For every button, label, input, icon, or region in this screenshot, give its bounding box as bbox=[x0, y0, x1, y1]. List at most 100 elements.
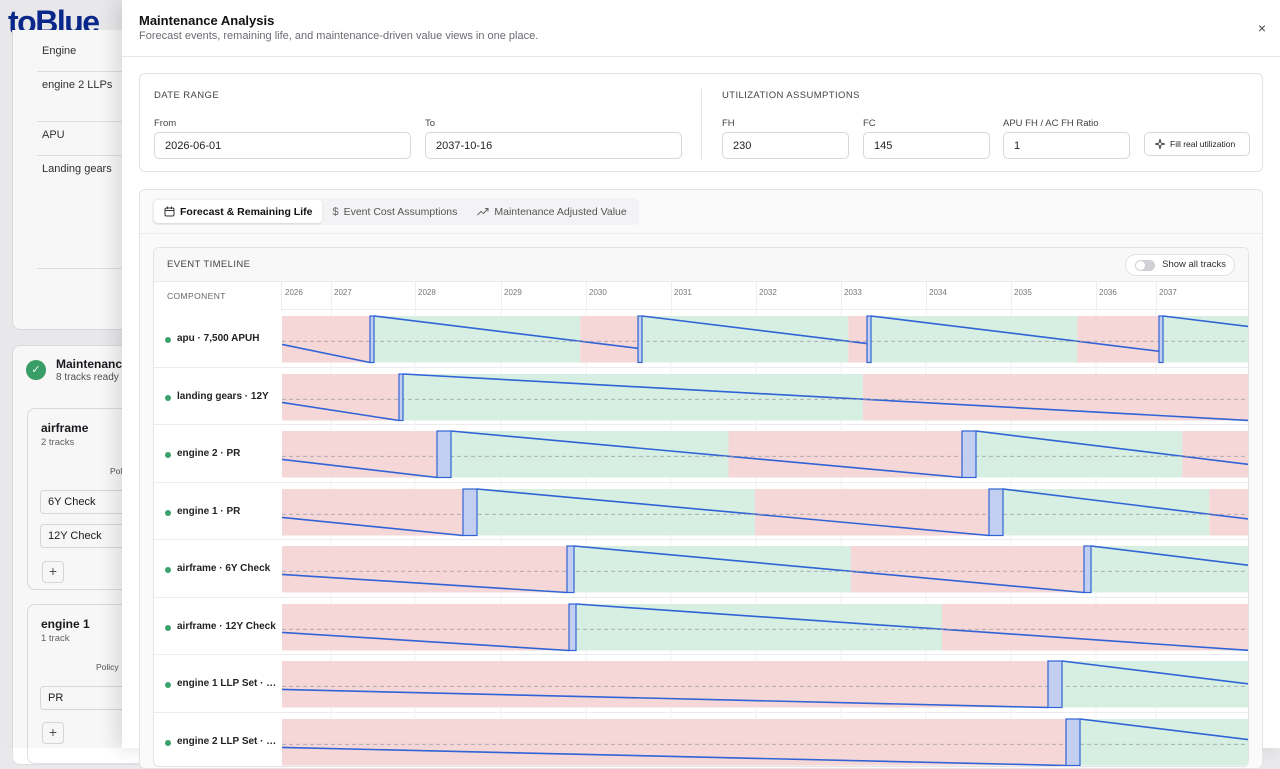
remaining-life-line bbox=[573, 545, 1085, 594]
tab-forecast[interactable]: Forecast & Remaining Life bbox=[154, 200, 323, 223]
track-label[interactable]: engine 1 LLP Set · LLP bbox=[154, 678, 282, 689]
maintenance-event-marker bbox=[988, 487, 1004, 536]
maintenance-event-marker bbox=[568, 602, 577, 651]
bg-components-card: Engine engine 2 LLPs APU Landing gears bbox=[12, 30, 142, 330]
event-timeline-heading: EVENT TIMELINE bbox=[167, 259, 251, 270]
remaining-life-line bbox=[402, 372, 1248, 421]
remaining-life-line bbox=[373, 315, 639, 350]
analysis-panel: Forecast & Remaining Life $ Event Cost A… bbox=[139, 189, 1263, 769]
remaining-life-line bbox=[1090, 545, 1248, 567]
analysis-tabs: Forecast & Remaining Life $ Event Cost A… bbox=[152, 198, 639, 225]
dialog-title: Maintenance Analysis bbox=[139, 13, 275, 28]
remaining-life-line bbox=[282, 401, 400, 421]
utilization-heading: UTILIZATION ASSUMPTIONS bbox=[722, 90, 860, 101]
track-label[interactable]: engine 1 · PR bbox=[154, 506, 282, 517]
year-tick-label: 2036 bbox=[1099, 288, 1117, 297]
fh-input[interactable]: 230 bbox=[722, 132, 849, 159]
maintenance-event-marker bbox=[398, 372, 404, 421]
remaining-life-line bbox=[282, 343, 371, 364]
track-label[interactable]: landing gears · 12Y bbox=[154, 391, 282, 402]
year-tick-label: 2026 bbox=[285, 288, 303, 297]
add-track-button[interactable]: + bbox=[42, 722, 64, 744]
track-lane bbox=[282, 655, 1248, 713]
maintenance-event-marker bbox=[637, 315, 643, 364]
year-tick-label: 2037 bbox=[1159, 288, 1177, 297]
track-lane bbox=[282, 310, 1248, 368]
apu-ratio-input[interactable]: 1 bbox=[1003, 132, 1130, 159]
remaining-life-line bbox=[450, 430, 963, 479]
year-tick-label: 2028 bbox=[418, 288, 436, 297]
status-sub: 8 tracks ready bbox=[56, 372, 119, 383]
dollar-icon: $ bbox=[332, 205, 339, 218]
dialog-header: Maintenance Analysis Forecast events, re… bbox=[122, 0, 1280, 57]
timeline-rows: apu · 7,500 APUH landing gears · 12Y engin… bbox=[154, 310, 1248, 766]
maintenance-event-marker bbox=[866, 315, 872, 364]
toggle-switch[interactable] bbox=[1135, 260, 1156, 271]
check-circle-icon: ✓ bbox=[26, 360, 46, 380]
fc-input[interactable]: 145 bbox=[863, 132, 990, 159]
from-date-input[interactable]: 2026-06-01 bbox=[154, 132, 411, 159]
status-dot bbox=[165, 567, 171, 573]
year-tick-label: 2032 bbox=[759, 288, 777, 297]
bg-row-apu: APU bbox=[42, 129, 65, 141]
status-dot bbox=[165, 682, 171, 688]
year-tick-label: 2029 bbox=[504, 288, 522, 297]
track-label[interactable]: airframe · 6Y Check bbox=[154, 563, 282, 574]
date-range-heading: DATE RANGE bbox=[154, 90, 220, 101]
remaining-life-line bbox=[1079, 717, 1248, 740]
tab-adjusted-value[interactable]: Maintenance Adjusted Value bbox=[467, 200, 636, 223]
component-column-header: COMPONENT bbox=[154, 282, 282, 310]
track-lane bbox=[282, 482, 1248, 540]
track-label[interactable]: engine 2 LLP Set · LLP bbox=[154, 736, 282, 747]
status-dot bbox=[165, 337, 171, 343]
maintenance-event-marker bbox=[1158, 315, 1164, 364]
tab-event-cost[interactable]: $ Event Cost Assumptions bbox=[332, 205, 458, 218]
track-lane bbox=[282, 597, 1248, 655]
add-track-button[interactable]: + bbox=[42, 561, 64, 583]
remaining-life-line bbox=[641, 315, 868, 345]
year-tick-label: 2030 bbox=[589, 288, 607, 297]
dialog-subtitle: Forecast events, remaining life, and mai… bbox=[139, 30, 539, 42]
maintenance-event-marker bbox=[1047, 660, 1063, 709]
remaining-life-line bbox=[282, 573, 568, 594]
status-dot bbox=[165, 452, 171, 458]
maintenance-event-marker bbox=[566, 545, 575, 594]
show-all-tracks-toggle[interactable]: Show all tracks bbox=[1125, 254, 1235, 276]
year-tick-label: 2031 bbox=[674, 288, 692, 297]
remaining-life-line bbox=[1061, 660, 1248, 685]
remaining-life-line bbox=[476, 487, 990, 536]
assumptions-panel: DATE RANGE From 2026-06-01 To 2037-10-16… bbox=[139, 73, 1263, 172]
trending-up-icon bbox=[477, 208, 489, 216]
maintenance-analysis-dialog: Maintenance Analysis Forecast events, re… bbox=[122, 0, 1280, 769]
status-dot bbox=[165, 509, 171, 516]
track-label[interactable]: airframe · 12Y Check bbox=[154, 621, 282, 632]
year-tick-label: 2027 bbox=[334, 288, 352, 297]
remaining-life-line bbox=[870, 315, 1160, 353]
year-tick-label: 2034 bbox=[929, 288, 947, 297]
sparkle-icon bbox=[1155, 139, 1165, 149]
status-title: Maintenanc bbox=[56, 357, 123, 371]
fill-real-utilization-button[interactable]: Fill real utilization bbox=[1144, 132, 1250, 156]
year-axis: 2026 2027 2028 2029 2030 2031 2032 2033 2034 2035… bbox=[282, 282, 1248, 310]
track-lane bbox=[282, 367, 1248, 425]
bg-row-landing-gears: Landing gears bbox=[42, 163, 112, 175]
remaining-life-line bbox=[975, 430, 1248, 466]
maintenance-event-marker bbox=[1083, 545, 1092, 594]
maintenance-event-marker bbox=[1065, 717, 1081, 766]
remaining-life-line bbox=[282, 688, 1049, 709]
track-label[interactable]: engine 2 · PR bbox=[154, 448, 282, 459]
status-dot bbox=[165, 739, 171, 746]
track-label[interactable]: apu · 7,500 APUH bbox=[154, 333, 282, 344]
calendar-icon bbox=[164, 206, 175, 217]
remaining-life-line bbox=[282, 458, 438, 479]
remaining-life-line bbox=[575, 602, 1248, 651]
remaining-life-line bbox=[282, 631, 570, 651]
remaining-life-line bbox=[282, 516, 464, 536]
maintenance-event-marker bbox=[369, 315, 375, 364]
track-lane bbox=[282, 540, 1248, 598]
close-icon[interactable]: × bbox=[1257, 20, 1267, 36]
maintenance-event-marker bbox=[462, 487, 478, 536]
to-date-input[interactable]: 2037-10-16 bbox=[425, 132, 682, 159]
divider bbox=[701, 89, 702, 159]
year-tick-label: 2035 bbox=[1014, 288, 1032, 297]
